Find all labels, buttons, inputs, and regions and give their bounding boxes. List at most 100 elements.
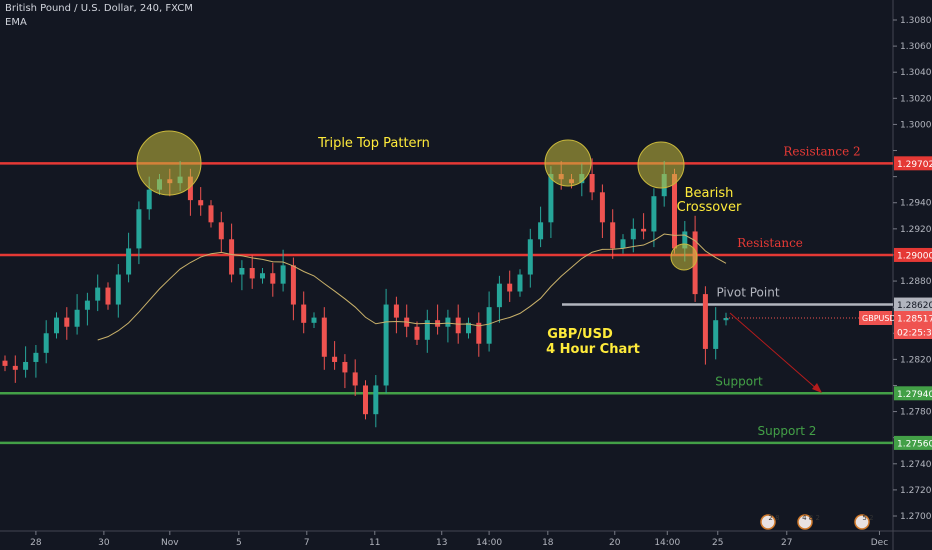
- time-tick-label: 18: [542, 538, 554, 548]
- candle-up: [23, 361, 29, 370]
- level-label: Resistance 2: [783, 144, 860, 158]
- time-tick-label: 25: [712, 538, 723, 548]
- symbol-tag: [859, 310, 892, 325]
- time-tick-label: 7: [304, 538, 310, 548]
- candle-up: [517, 274, 523, 292]
- indicator-ema-label[interactable]: EMA: [5, 17, 27, 28]
- highlight-circle: [544, 139, 592, 187]
- price-tick-label: 1.29200: [900, 225, 932, 235]
- candle-up: [260, 273, 265, 279]
- price-label-box: [894, 386, 932, 401]
- price-label-box: [894, 435, 932, 450]
- candle-down: [218, 222, 224, 240]
- price-tick-label: 1.30000: [900, 120, 932, 130]
- candle-up: [95, 287, 101, 301]
- price-label: 1.27560: [897, 439, 932, 449]
- symbol-tag-label: GBPUSD: [862, 314, 896, 323]
- candle-down: [105, 287, 111, 305]
- price-tick-label: 1.29400: [900, 199, 932, 209]
- candle-down: [507, 283, 513, 292]
- pair-label: GBP/USD: [547, 327, 613, 342]
- price-label: 1.29000: [897, 251, 932, 261]
- crossover-label-1: Bearish: [685, 186, 734, 201]
- candle-up: [424, 320, 430, 340]
- price-tick-label: 1.28200: [900, 355, 932, 365]
- price-tick-label: 1.30800: [900, 16, 932, 26]
- price-tick-label: 1.27400: [900, 460, 932, 470]
- countdown-label: 02:25:30: [897, 328, 932, 338]
- candle-up: [445, 317, 451, 327]
- candle-up: [713, 320, 719, 349]
- time-tick-label: 14:00: [476, 538, 502, 548]
- event-count: 2 8: [768, 514, 779, 522]
- time-tick-label: Dec: [871, 538, 888, 548]
- candle-down: [332, 356, 338, 362]
- price-label-box: [894, 156, 932, 171]
- time-tick-label: 5: [236, 538, 242, 548]
- price-tick-label: 1.30600: [900, 42, 932, 52]
- candle-down: [352, 372, 358, 386]
- candle-up: [548, 174, 554, 223]
- time-tick-label: 27: [781, 538, 792, 548]
- candle-down: [363, 385, 368, 415]
- candle-up: [115, 274, 121, 305]
- candle-up: [126, 248, 132, 275]
- timeframe-label: 4 Hour Chart: [546, 342, 640, 357]
- candle-up: [466, 322, 471, 334]
- time-tick-label: Nov: [161, 538, 179, 548]
- candle-down: [610, 222, 616, 249]
- candle-up: [33, 352, 39, 362]
- price-label: 1.28620: [897, 301, 932, 311]
- candle-up: [682, 231, 688, 249]
- candle-down: [599, 192, 605, 223]
- candle-down: [301, 304, 307, 323]
- candle-up: [383, 304, 389, 386]
- countdown-box: [894, 324, 932, 339]
- candle-up: [651, 196, 657, 232]
- level-label: Support 2: [758, 424, 817, 438]
- candle-down: [2, 360, 8, 366]
- price-tick-label: 1.27000: [900, 512, 932, 522]
- highlight-circle: [670, 243, 698, 271]
- candle-down: [64, 317, 70, 327]
- time-tick-label: 13: [436, 538, 447, 548]
- candle-up: [373, 385, 379, 415]
- price-label-box: [894, 297, 932, 312]
- economic-event-flag-icon: [797, 514, 813, 530]
- highlight-circle: [136, 130, 202, 196]
- candle-up: [311, 317, 317, 323]
- candle-down: [672, 174, 677, 249]
- candle-down: [12, 365, 18, 370]
- candle-up: [620, 239, 626, 249]
- economic-event-flag-icon: [854, 514, 870, 530]
- candle-up: [496, 283, 502, 308]
- economic-event-flag-icon: [760, 514, 776, 530]
- candle-up: [74, 309, 80, 327]
- candle-up: [136, 209, 142, 249]
- candle-down: [414, 326, 420, 340]
- candle-down: [249, 268, 255, 279]
- level-label: Resistance: [737, 236, 803, 250]
- price-label: 1.27940: [897, 390, 932, 400]
- price-tick-label: 1.27800: [900, 408, 932, 418]
- candle-down: [702, 294, 708, 349]
- time-tick-label: 30: [98, 538, 110, 548]
- time-tick-label: 20: [609, 538, 621, 548]
- arrow-head-icon: [812, 383, 822, 393]
- pattern-label: Triple Top Pattern: [317, 136, 430, 151]
- projection-arrow: [729, 312, 819, 391]
- price-label: 1.29702: [897, 160, 932, 170]
- price-tick-label: 1.30200: [900, 94, 932, 104]
- symbol-title: British Pound / U.S. Dollar, 240, FXCM: [5, 3, 193, 14]
- candle-down: [455, 317, 461, 334]
- candle-down: [476, 322, 482, 344]
- candle-up: [527, 239, 533, 275]
- candle-down: [187, 176, 193, 201]
- candle-down: [589, 174, 595, 193]
- highlight-circle: [637, 141, 685, 189]
- candle-down: [208, 205, 214, 223]
- candle-down: [290, 265, 296, 305]
- last-price-box: [894, 310, 932, 325]
